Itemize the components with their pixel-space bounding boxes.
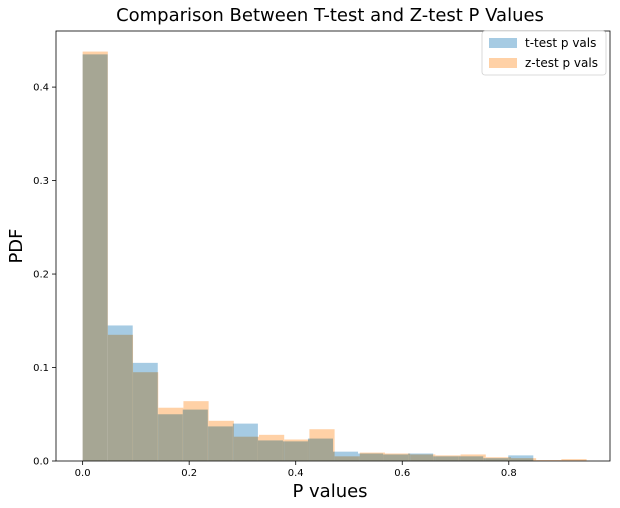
legend-swatch-z-test [489,58,517,68]
bar [333,451,359,461]
bar [309,429,335,461]
bar [359,452,385,461]
bars-layer [82,51,587,462]
y-tick-label: 0.2 [33,270,49,281]
chart-title: Comparison Between T-test and Z-test P V… [116,5,544,26]
y-tick-label: 0.4 [33,83,49,94]
y-axis: 0.0 0.1 0.2 0.3 0.4 [33,83,56,468]
x-tick-label: 0.8 [501,468,517,479]
bar [510,458,537,461]
bar [107,334,134,461]
bar [435,455,461,461]
y-tick-label: 0.3 [33,176,49,187]
legend-label-z-test: z-test p vals [525,56,598,70]
bar [410,454,436,461]
bar [460,454,486,461]
series-z-test [82,51,587,461]
legend: t-test p vals z-test p vals [481,30,607,76]
bar [158,407,184,461]
plot-frame [55,30,611,462]
x-tick-label: 0.4 [288,468,304,479]
bar [259,434,285,461]
legend-label-t-test: t-test p vals [525,36,596,50]
bar [536,460,562,461]
bar [334,456,360,461]
bar [384,453,411,461]
bar [284,439,310,461]
x-axis-label: P values [292,481,367,502]
y-tick-label: 0.0 [33,457,49,468]
legend-swatch-t-test [489,38,517,48]
y-axis-label: PDF [6,228,27,263]
bar [561,459,587,461]
bar [233,436,260,461]
bar [508,455,534,461]
bar [82,51,108,461]
bar [485,457,511,461]
x-tick-label: 0.0 [75,468,91,479]
bar [133,372,159,461]
bar [208,420,234,461]
y-tick-label: 0.1 [33,363,49,374]
x-tick-label: 0.2 [181,468,197,479]
x-axis: 0.0 0.2 0.4 0.6 0.8 [75,461,517,479]
bar [183,401,209,461]
x-tick-label: 0.6 [394,468,410,479]
